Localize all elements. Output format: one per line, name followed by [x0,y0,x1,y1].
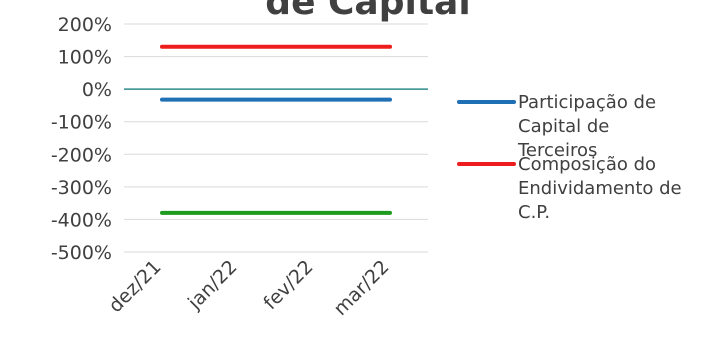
y-tick-label: 0% [82,79,112,101]
y-tick-label: -300% [51,177,112,199]
x-axis-tick-labels: dez/21 jan/22 fev/22 mar/22 [105,256,394,320]
legend-label: Participação de Capital de Terceiros [517,92,656,161]
y-axis-tick-labels: 200% 100% 0% -100% -200% -300% -400% -500% [51,14,112,264]
y-tick-label: -500% [51,242,112,264]
x-tick-label: fev/22 [259,256,317,314]
chart-title: de Capital [265,0,470,23]
y-tick-label: 200% [58,14,112,36]
x-tick-label: dez/21 [105,256,166,317]
y-tick-label: -100% [51,112,112,134]
grid-lines [124,23,428,253]
y-tick-label: -400% [51,209,112,231]
x-tick-label: mar/22 [330,256,394,320]
y-tick-label: -200% [51,144,112,166]
legend: Participação de Capital de TerceirosCompos… [457,92,682,223]
series-lines [160,44,392,215]
x-tick-label: jan/22 [183,256,241,314]
y-tick-label: 100% [58,47,112,69]
legend-label: Composição do Endividamento de C.P. [518,154,682,223]
